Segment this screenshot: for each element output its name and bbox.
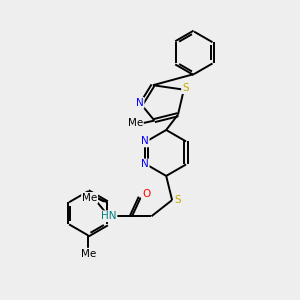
Text: HN: HN — [101, 211, 116, 221]
Text: S: S — [182, 83, 189, 93]
Text: Me: Me — [128, 118, 143, 128]
Text: Me: Me — [80, 249, 96, 259]
Text: Me: Me — [82, 193, 97, 203]
Text: S: S — [174, 195, 181, 205]
Text: N: N — [136, 98, 144, 108]
Text: O: O — [142, 189, 150, 199]
Text: N: N — [141, 159, 149, 170]
Text: N: N — [141, 136, 149, 146]
